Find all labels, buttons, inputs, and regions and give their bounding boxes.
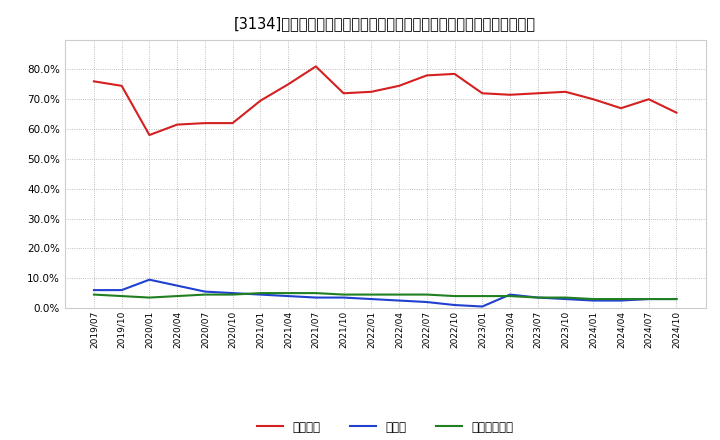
自己資本 (589, 97, 598, 102)
繰延税金資産 (534, 295, 542, 300)
繰延税金資産 (616, 297, 625, 302)
自己資本 (284, 82, 292, 87)
繰延税金資産 (117, 293, 126, 299)
のれん (312, 295, 320, 300)
自己資本 (228, 121, 237, 126)
繰延税金資産 (284, 290, 292, 296)
自己資本 (534, 91, 542, 96)
繰延税金資産 (367, 292, 376, 297)
自己資本 (505, 92, 514, 97)
のれん (505, 292, 514, 297)
のれん (589, 298, 598, 303)
自己資本 (644, 97, 653, 102)
のれん (201, 289, 210, 294)
繰延税金資産 (256, 290, 265, 296)
自己資本 (312, 64, 320, 69)
自己資本 (395, 83, 403, 88)
繰延税金資産 (589, 297, 598, 302)
自己資本 (89, 79, 98, 84)
のれん (534, 295, 542, 300)
のれん (89, 287, 98, 293)
のれん (478, 304, 487, 309)
繰延税金資産 (173, 293, 181, 299)
自己資本 (561, 89, 570, 95)
自己資本 (339, 91, 348, 96)
繰延税金資産 (561, 295, 570, 300)
自己資本 (201, 121, 210, 126)
繰延税金資産 (339, 292, 348, 297)
繰延税金資産 (89, 292, 98, 297)
のれん (423, 299, 431, 304)
のれん (616, 298, 625, 303)
自己資本 (423, 73, 431, 78)
自己資本 (256, 98, 265, 103)
繰延税金資産 (478, 293, 487, 299)
繰延税金資産 (423, 292, 431, 297)
のれん (367, 297, 376, 302)
Line: 繰延税金資産: 繰延税金資産 (94, 293, 677, 299)
繰延税金資産 (450, 293, 459, 299)
自己資本 (117, 83, 126, 88)
繰延税金資産 (505, 293, 514, 299)
繰延税金資産 (201, 292, 210, 297)
のれん (145, 277, 154, 282)
繰延税金資産 (312, 290, 320, 296)
のれん (395, 298, 403, 303)
自己資本 (173, 122, 181, 127)
自己資本 (616, 106, 625, 111)
自己資本 (672, 110, 681, 115)
繰延税金資産 (672, 297, 681, 302)
自己資本 (478, 91, 487, 96)
Line: のれん: のれん (94, 280, 677, 307)
のれん (450, 302, 459, 308)
自己資本 (450, 71, 459, 77)
のれん (339, 295, 348, 300)
のれん (173, 283, 181, 288)
繰延税金資産 (644, 297, 653, 302)
のれん (228, 290, 237, 296)
Line: 自己資本: 自己資本 (94, 66, 677, 135)
のれん (117, 287, 126, 293)
繰延税金資産 (145, 295, 154, 300)
のれん (644, 297, 653, 302)
のれん (672, 297, 681, 302)
自己資本 (367, 89, 376, 95)
Title: [3134]　自己資本、のれん、繰延税金資産の総資産に対する比率の推移: [3134] 自己資本、のれん、繰延税金資産の総資産に対する比率の推移 (234, 16, 536, 32)
のれん (284, 293, 292, 299)
のれん (256, 292, 265, 297)
自己資本 (145, 132, 154, 138)
繰延税金資産 (395, 292, 403, 297)
のれん (561, 297, 570, 302)
Legend: 自己資本, のれん, 繰延税金資産: 自己資本, のれん, 繰延税金資産 (252, 416, 518, 438)
繰延税金資産 (228, 292, 237, 297)
